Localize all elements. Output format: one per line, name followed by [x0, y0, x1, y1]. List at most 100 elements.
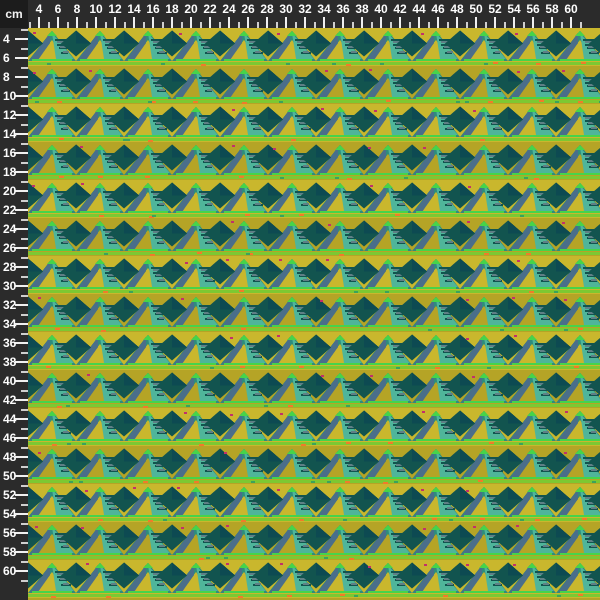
ruler-top-minor-tick: [389, 22, 392, 28]
ruler-top-major-tick: [266, 17, 268, 28]
ruler-left-minor-tick: [21, 446, 28, 449]
ruler-left-major-tick: [15, 285, 28, 287]
ruler-left-minor-tick: [21, 313, 28, 316]
ruler-left-minor-tick: [21, 465, 28, 468]
ruler-left-minor-tick: [21, 256, 28, 259]
ruler-left-major-tick: [15, 133, 28, 135]
ruler-top-minor-tick: [522, 22, 525, 28]
ruler-top-major-tick: [133, 17, 135, 28]
ruler-left-minor-tick: [21, 541, 28, 544]
ruler-top-minor-tick: [237, 22, 240, 28]
ruler-left-minor-tick: [21, 142, 28, 145]
ruler-left-minor-tick: [21, 123, 28, 126]
ruler-top-major-tick: [228, 17, 230, 28]
ruler-top-minor-tick: [104, 22, 107, 28]
ruler-top-horizontal[interactable]: 4 6 8 10 12 14 16 18 20 22 24 26 28 30 32 34 36 38 40 42 44 4…: [28, 0, 600, 28]
ruler-top-minor-tick: [275, 22, 278, 28]
ruler-top-minor-tick: [28, 22, 31, 28]
ruler-top-major-tick: [95, 17, 97, 28]
ruler-top-label: 24: [222, 2, 236, 16]
ruler-top-label: 36: [336, 2, 350, 16]
ruler-top-label: 18: [165, 2, 179, 16]
ruler-top-label: 54: [507, 2, 521, 16]
ruler-top-minor-tick: [161, 22, 164, 28]
ruler-top-major-tick: [304, 17, 306, 28]
ruler-left-minor-tick: [21, 560, 28, 563]
ruler-top-label: 50: [469, 2, 483, 16]
ruler-top-major-tick: [570, 17, 572, 28]
ruler-left-label: 24: [3, 222, 17, 236]
ruler-left-vertical[interactable]: 4 6 8 10 12 14 16 18 20 22 24 26 28 30 32 34 36 38 40 42 44 4…: [0, 28, 28, 600]
ruler-top-major-tick: [171, 17, 173, 28]
ruler-left-major-tick: [15, 190, 28, 192]
ruler-left-label: 30: [3, 279, 17, 293]
ruler-top-minor-tick: [142, 22, 145, 28]
ruler-top-label: 14: [127, 2, 141, 16]
ruler-left-label: 40: [3, 374, 17, 388]
ruler-left-major-tick: [15, 475, 28, 477]
ruler-left-major-tick: [15, 323, 28, 325]
ruler-top-label: 32: [298, 2, 312, 16]
ruler-left-major-tick: [15, 494, 28, 496]
ruler-top-major-tick: [152, 17, 154, 28]
ruler-left-label: 58: [3, 545, 17, 559]
ruler-left-major-tick: [15, 247, 28, 249]
ruler-left-label: 38: [3, 355, 17, 369]
ruler-top-major-tick: [399, 17, 401, 28]
ruler-top-label: 42: [393, 2, 407, 16]
ruler-top-minor-tick: [180, 22, 183, 28]
ruler-left-major-tick: [15, 171, 28, 173]
ruler-top-label: 28: [260, 2, 274, 16]
ruler-top-major-tick: [247, 17, 249, 28]
ruler-top-major-tick: [57, 17, 59, 28]
ruler-left-major-tick: [15, 361, 28, 363]
ruler-left-label: 8: [3, 70, 10, 84]
ruler-top-minor-tick: [446, 22, 449, 28]
ruler-top-major-tick: [532, 17, 534, 28]
ruler-left-label: 28: [3, 260, 17, 274]
ruler-top-label: 16: [146, 2, 160, 16]
ruler-left-minor-tick: [21, 389, 28, 392]
ruler-top-major-tick: [551, 17, 553, 28]
ruler-left-major-tick: [15, 38, 28, 40]
cm-corner-label: cm: [0, 0, 28, 28]
ruler-top-major-tick: [38, 17, 40, 28]
ruler-left-label: 50: [3, 469, 17, 483]
ruler-left-major-tick: [15, 399, 28, 401]
ruler-left-major-tick: [15, 152, 28, 154]
ruler-left-label: 22: [3, 203, 17, 217]
ruler-left-label: 20: [3, 184, 17, 198]
ruler-top-major-tick: [437, 17, 439, 28]
ruler-left-major-tick: [15, 114, 28, 116]
ruler-left-major-tick: [15, 228, 28, 230]
ruler-left-label: 48: [3, 450, 17, 464]
ruler-left-minor-tick: [21, 294, 28, 297]
ruler-left-label: 56: [3, 526, 17, 540]
ruler-left-minor-tick: [21, 579, 28, 582]
ruler-left-minor-tick: [21, 351, 28, 354]
fabric-swatch-canvas[interactable]: [28, 28, 600, 600]
ruler-left-label: 26: [3, 241, 17, 255]
ruler-left-minor-tick: [21, 104, 28, 107]
ruler-top-major-tick: [285, 17, 287, 28]
ruler-left-major-tick: [15, 304, 28, 306]
ruler-left-minor-tick: [21, 275, 28, 278]
ruler-left-minor-tick: [21, 522, 28, 525]
ruler-left-major-tick: [15, 57, 28, 59]
ruler-top-minor-tick: [503, 22, 506, 28]
ruler-top-major-tick: [361, 17, 363, 28]
ruler-left-label: 6: [3, 51, 10, 65]
ruler-left-major-tick: [15, 342, 28, 344]
ruler-top-minor-tick: [47, 22, 50, 28]
ruler-top-label: 12: [108, 2, 122, 16]
ruler-left-label: 52: [3, 488, 17, 502]
ruler-top-label: 58: [545, 2, 559, 16]
ruler-top-minor-tick: [560, 22, 563, 28]
ruler-left-major-tick: [15, 570, 28, 572]
ruler-top-minor-tick: [541, 22, 544, 28]
ruler-top-minor-tick: [218, 22, 221, 28]
ruler-left-label: 14: [3, 127, 17, 141]
ruler-left-major-tick: [15, 513, 28, 515]
ruler-left-minor-tick: [21, 332, 28, 335]
ruler-left-label: 36: [3, 336, 17, 350]
